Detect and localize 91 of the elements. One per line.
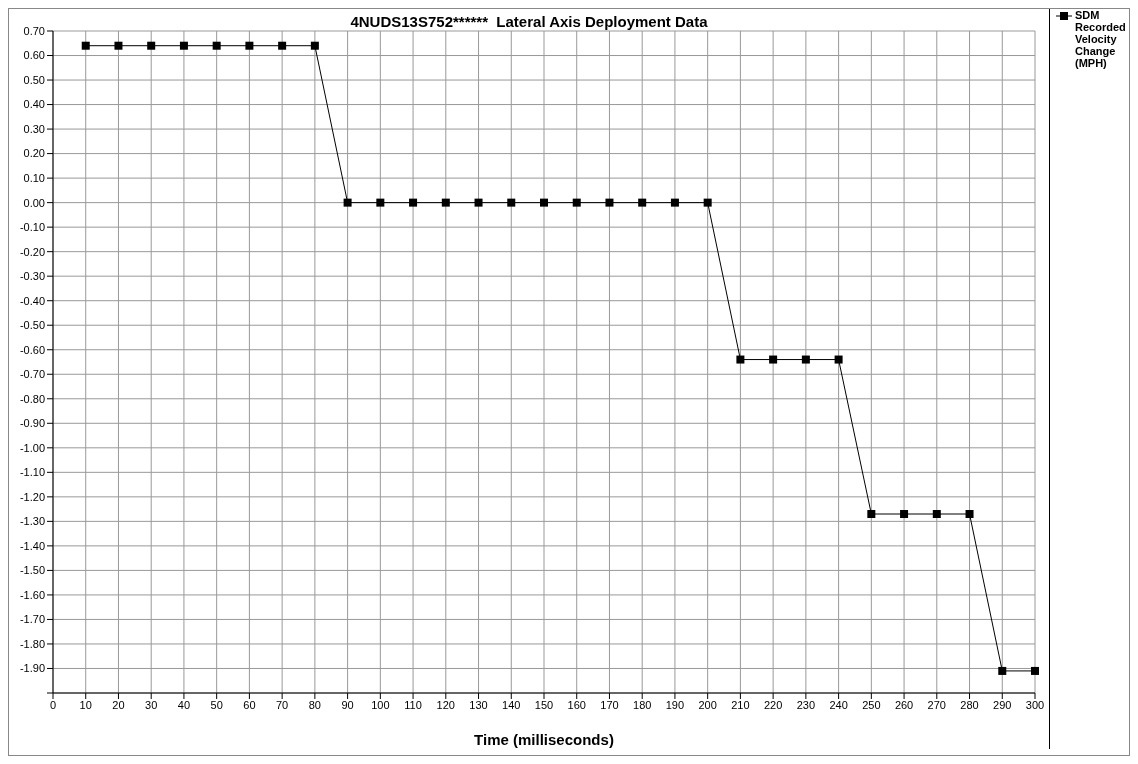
y-tick-label: -0.40 — [19, 294, 45, 307]
chart-title: 4NUDS13S752****** Lateral Axis Deployment Data — [350, 13, 708, 30]
legend-label: SDM Recorded Velocity Change (MPH) — [1075, 9, 1127, 69]
point — [736, 355, 745, 364]
point — [703, 198, 712, 207]
point — [670, 198, 679, 207]
x-tick-label: 170 — [600, 698, 619, 711]
point — [474, 198, 483, 207]
x-tick-label: 160 — [567, 698, 586, 711]
y-tick-label: -1.70 — [19, 613, 45, 626]
point — [310, 41, 319, 50]
y-tick-label: 0.20 — [23, 147, 45, 160]
y-tick-label: -1.10 — [19, 466, 45, 479]
y-tick-label: 0.00 — [23, 196, 45, 209]
point — [605, 198, 614, 207]
y-tick-label: -0.60 — [19, 343, 45, 356]
point — [179, 41, 188, 50]
x-tick-label: 0 — [49, 698, 57, 711]
x-tick-label: 90 — [341, 698, 354, 711]
y-tick-label: 0.10 — [23, 172, 45, 185]
point — [81, 41, 90, 50]
y-tick-label: -0.70 — [19, 368, 45, 381]
point — [900, 510, 909, 519]
x-tick-label: 110 — [404, 698, 422, 711]
x-tick-label: 50 — [210, 698, 223, 711]
x-tick-label: 40 — [177, 698, 191, 711]
point — [965, 510, 974, 519]
x-tick-label: 290 — [993, 698, 1012, 711]
x-tick-label: 240 — [829, 698, 848, 711]
y-tick-label: 0.40 — [23, 98, 45, 111]
point — [932, 510, 941, 519]
y-tick-label: -1.80 — [19, 637, 45, 650]
y-tick-label: -0.90 — [19, 417, 45, 430]
point — [834, 355, 843, 364]
x-tick-label: 180 — [633, 698, 652, 711]
x-tick-label: 270 — [927, 698, 946, 711]
point — [801, 355, 810, 364]
y-tick-label: 0.30 — [23, 122, 45, 135]
point — [1031, 666, 1039, 675]
x-tick-label: 300 — [1025, 698, 1045, 711]
y-tick-label: -1.30 — [19, 515, 45, 528]
x-tick-label: 60 — [243, 698, 256, 711]
y-tick-label: -0.20 — [19, 245, 45, 258]
y-tick-label: -0.30 — [19, 270, 45, 283]
x-tick-label: 280 — [960, 698, 979, 711]
x-tick-label: 250 — [862, 698, 881, 711]
y-tick-label: -1.00 — [19, 441, 45, 454]
y-tick-label: -1.50 — [19, 564, 45, 577]
y-tick-label: -1.90 — [19, 662, 45, 675]
x-tick-label: 30 — [145, 698, 158, 711]
point — [343, 198, 352, 207]
y-tick-label: -1.60 — [19, 588, 45, 601]
point — [147, 41, 156, 50]
x-tick-label: 10 — [79, 698, 92, 711]
y-tick-label: -1.40 — [19, 539, 45, 552]
x-tick-label: 20 — [112, 698, 125, 711]
point — [507, 198, 516, 207]
point — [376, 198, 385, 207]
x-tick-label: 130 — [469, 698, 488, 711]
x-axis-title: Time (milliseconds) — [474, 731, 614, 748]
y-tick-label: -1.20 — [19, 490, 45, 503]
point — [638, 198, 647, 207]
x-tick-label: 220 — [763, 698, 783, 711]
y-tick-label: -0.80 — [19, 392, 45, 405]
point — [769, 355, 778, 364]
x-tick-label: 120 — [436, 698, 455, 711]
x-tick-label: 70 — [276, 698, 289, 711]
y-tick-label: -0.10 — [19, 221, 45, 234]
point — [278, 41, 287, 50]
point — [572, 198, 581, 207]
point — [212, 41, 221, 50]
y-tick-label: 0.70 — [23, 24, 45, 37]
x-tick-label: 260 — [894, 698, 914, 711]
x-tick-label: 100 — [371, 698, 390, 711]
y-tick-label: -0.50 — [19, 319, 45, 332]
x-tick-label: 190 — [665, 698, 685, 711]
x-tick-label: 150 — [534, 698, 554, 711]
point — [998, 666, 1007, 675]
point — [114, 41, 123, 50]
x-tick-label: 200 — [698, 698, 717, 711]
x-tick-label: 80 — [308, 698, 321, 711]
point — [441, 198, 450, 207]
x-tick-label: 230 — [796, 698, 816, 711]
point — [409, 198, 418, 207]
x-tick-label: 210 — [731, 698, 750, 711]
point — [245, 41, 254, 50]
x-tick-label: 140 — [502, 698, 521, 711]
point — [867, 510, 876, 519]
point — [540, 198, 548, 207]
y-tick-label: 0.60 — [23, 49, 45, 62]
y-tick-label: 0.50 — [23, 73, 45, 86]
